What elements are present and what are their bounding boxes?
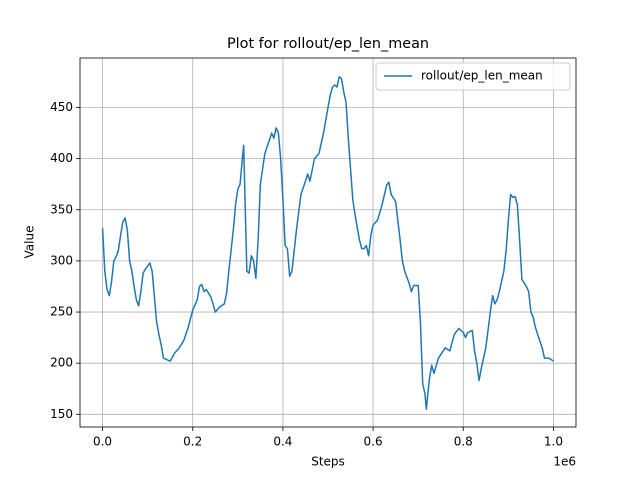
x-tick-label: 0.2 (183, 435, 202, 449)
x-tick-label: 0.8 (454, 435, 473, 449)
y-tick-label: 150 (50, 407, 73, 421)
y-axis-label: Value (23, 226, 37, 259)
y-tick-label: 400 (50, 151, 73, 165)
x-tick-label: 0.0 (93, 435, 112, 449)
y-tick-label: 300 (50, 253, 73, 267)
legend-box (375, 62, 571, 91)
x-tick-label: 1.0 (544, 435, 563, 449)
x-axis-label: Steps (311, 455, 345, 469)
legend-label: rollout/ep_len_mean (421, 69, 543, 83)
line-series (101, 76, 554, 410)
x-offset-label: 1e6 (553, 455, 576, 469)
y-tick-label: 200 (50, 356, 73, 370)
x-tick-label: 0.4 (273, 435, 292, 449)
x-tick-label: 0.6 (364, 435, 383, 449)
y-tick-label: 250 (50, 305, 73, 319)
y-tick-label: 450 (50, 100, 73, 114)
y-tick-label: 350 (50, 202, 73, 216)
chart-title: Plot for rollout/ep_len_mean (227, 36, 429, 52)
axes-frame (79, 57, 577, 428)
